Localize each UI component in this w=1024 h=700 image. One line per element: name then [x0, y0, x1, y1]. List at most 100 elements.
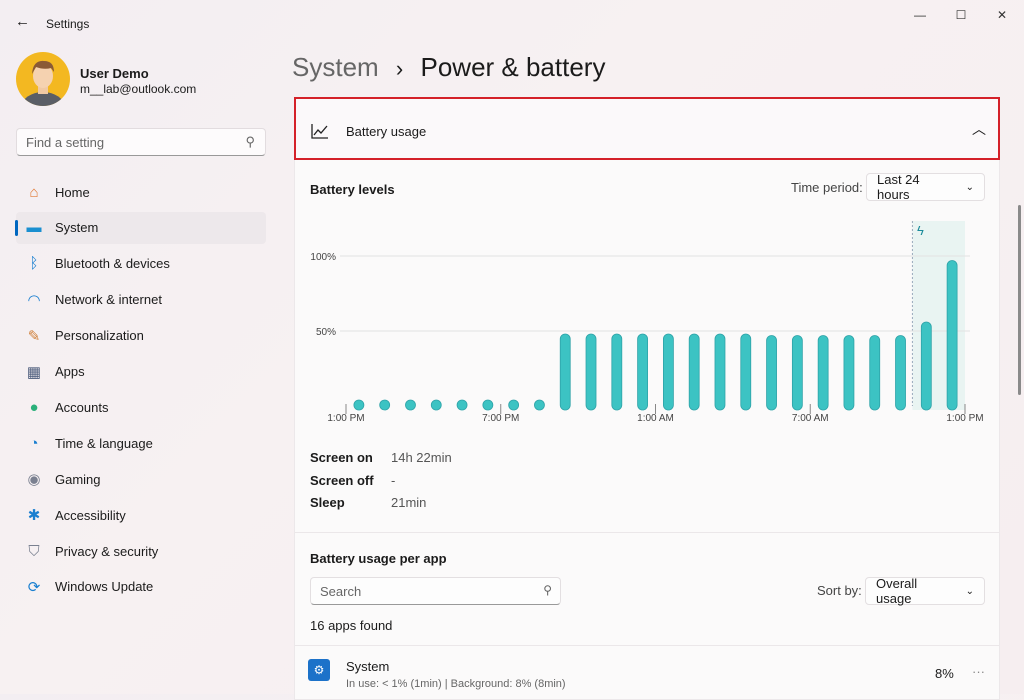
x-tick-label: 1:00 AM [637, 413, 674, 424]
battery-bar [714, 333, 726, 411]
battery-bar [559, 333, 571, 411]
back-button[interactable]: ← [15, 13, 30, 30]
y-tick-label: 50% [316, 327, 336, 338]
chevron-up-icon[interactable]: ︿ [972, 121, 986, 137]
sidebar-item-label: Privacy & security [55, 543, 159, 559]
search-icon: ⚲ [543, 583, 552, 597]
battery-levels-title: Battery levels [310, 182, 395, 197]
sidebar-item-network-internet[interactable]: ◠ Network & internet [16, 284, 266, 316]
time-period-dropdown[interactable]: Last 24 hours ⌄ [866, 172, 985, 202]
page-title: Power & battery [420, 52, 606, 82]
sidebar-item-system[interactable]: ▬ System [15, 211, 266, 244]
sidebar-item-label: Personalization [55, 328, 144, 344]
avatar[interactable] [16, 52, 70, 106]
battery-bar [585, 333, 597, 411]
battery-bar [791, 335, 803, 411]
app-percent: 8% [935, 666, 954, 681]
scrollbar[interactable] [1018, 205, 1021, 395]
battery-bar [611, 333, 623, 411]
battery-bar [920, 321, 932, 411]
user-name: User Demo [80, 66, 149, 81]
sidebar-item-time-language[interactable]: ◔ Time & language [16, 427, 266, 459]
sidebar-item-label: Gaming [55, 471, 101, 487]
time-period-label: Time period: [791, 180, 863, 195]
app-search-placeholder: Search [320, 584, 362, 599]
find-setting-input[interactable]: Find a setting ⚲ [16, 128, 266, 156]
stat-row: Screen off - [310, 473, 610, 488]
stat-value: 14h 22min [391, 450, 452, 465]
bluetooth-icon: ᛒ [29, 255, 39, 273]
update-icon: ⟳ [27, 578, 41, 596]
battery-usage-header[interactable]: Battery usage ︿ [294, 97, 1000, 160]
stat-label: Screen on [310, 450, 373, 465]
sidebar-item-accessibility[interactable]: ✱ Accessibility [16, 499, 266, 531]
battery-usage-title: Battery usage [346, 124, 427, 139]
selection-indicator [15, 219, 18, 236]
brush-icon: ✎ [27, 327, 41, 345]
sort-dropdown[interactable]: Overall usage ⌄ [865, 576, 985, 606]
battery-bar [482, 399, 494, 411]
x-tick-label: 1:00 PM [327, 413, 364, 424]
app-search-input[interactable]: Search ⚲ [310, 577, 561, 605]
battery-bar [869, 335, 881, 411]
apps-count: 16 apps found [310, 618, 393, 633]
x-tick-label: 7:00 PM [482, 413, 519, 424]
sidebar-item-label: Time & language [55, 435, 153, 451]
sidebar-item-label: Windows Update [55, 579, 154, 595]
sidebar-item-privacy-security[interactable]: ⛉ Privacy & security [16, 535, 266, 567]
sidebar-item-gaming[interactable]: ◉ Gaming [16, 463, 266, 495]
battery-bar [688, 333, 700, 411]
divider [295, 532, 999, 533]
battery-bar [534, 399, 545, 411]
close-button[interactable]: ✕ [996, 8, 1008, 22]
battery-bar [405, 399, 416, 411]
x-tick-label: 7:00 AM [792, 413, 829, 424]
sidebar-item-personalization[interactable]: ✎ Personalization [16, 320, 266, 352]
stat-label: Sleep [310, 495, 345, 510]
sidebar-item-label: Apps [55, 364, 85, 379]
time-period-value: Last 24 hours [877, 172, 920, 202]
search-placeholder: Find a setting [26, 135, 105, 150]
breadcrumb-separator: › [395, 56, 404, 81]
sidebar-item-label: Accounts [55, 399, 109, 415]
battery-bar [430, 399, 442, 411]
app-name: System [346, 659, 390, 674]
sidebar-item-accounts[interactable]: ● Accounts [16, 391, 266, 423]
sidebar-item-apps[interactable]: ▦ Apps [16, 356, 266, 388]
charging-icon: ϟ [917, 223, 924, 238]
battery-bar [379, 399, 391, 411]
stat-row: Screen on 14h 22min [310, 450, 610, 465]
app-row-system[interactable]: ⚙ System In use: < 1% (1min) | Backgroun… [295, 646, 999, 696]
battery-bar [353, 399, 365, 411]
battery-bar [662, 333, 674, 411]
stat-value: 21min [391, 495, 427, 510]
system-app-icon: ⚙ [308, 659, 330, 681]
sidebar-item-label: Accessibility [55, 507, 126, 523]
sidebar-item-home[interactable]: ⌂ Home [16, 176, 266, 208]
sidebar-item-windows-update[interactable]: ⟳ Windows Update [16, 571, 266, 603]
battery-usage-body: Battery levels Time period: Last 24 hour… [294, 160, 1000, 700]
minimize-button[interactable]: — [914, 8, 926, 22]
sidebar-item-label: Network & internet [55, 292, 162, 308]
battery-bar [843, 335, 855, 411]
battery-bar [895, 335, 906, 411]
sidebar-item-label: System [55, 220, 99, 236]
maximize-button[interactable]: ☐ [955, 8, 967, 22]
sort-value: Overall usage [876, 576, 918, 606]
battery-bar [508, 399, 520, 411]
more-options-button[interactable]: ··· [972, 664, 985, 679]
breadcrumb-parent[interactable]: System [292, 52, 379, 82]
gamepad-icon: ◉ [27, 471, 41, 489]
battery-bar [817, 335, 829, 411]
chevron-down-icon: ⌄ [965, 181, 974, 193]
battery-bar [946, 260, 958, 411]
app-detail: In use: < 1% (1min) | Background: 8% (8m… [346, 678, 566, 690]
sidebar-item-bluetooth-devices[interactable]: ᛒ Bluetooth & devices [16, 248, 266, 280]
breadcrumb: System › Power & battery [292, 52, 605, 83]
clock-globe-icon: ◔ [29, 434, 39, 452]
per-app-title: Battery usage per app [310, 551, 447, 566]
apps-icon: ▦ [26, 363, 42, 381]
battery-bar [766, 335, 777, 411]
y-tick-label: 100% [310, 252, 336, 263]
user-avatar-icon [21, 60, 65, 106]
